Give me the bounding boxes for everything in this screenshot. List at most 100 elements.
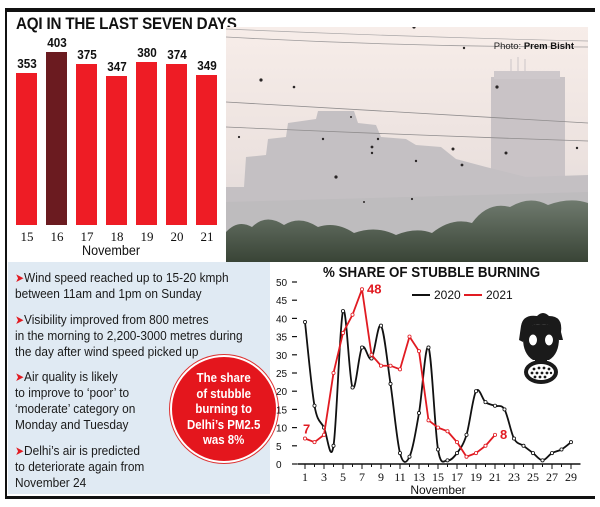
x-tick-label: 3 xyxy=(321,470,327,484)
data-point xyxy=(502,407,507,412)
data-point xyxy=(530,451,535,456)
data-point xyxy=(360,345,365,350)
x-tick-label: 17 xyxy=(451,470,463,484)
y-tick-label: 25 xyxy=(276,369,288,380)
x-tick-label: 1 xyxy=(302,470,308,484)
data-point xyxy=(435,447,440,452)
bullet-arrow-icon: ➤ xyxy=(15,271,25,285)
aqi-bar-21 xyxy=(196,75,217,225)
infographic-frame xyxy=(5,8,595,497)
y-tick-label: 5 xyxy=(276,442,282,453)
data-point xyxy=(407,334,412,339)
annotation-label: 48 xyxy=(367,281,381,296)
x-tick-label: 21 xyxy=(489,470,501,484)
data-point xyxy=(568,440,573,445)
annotation-label: 8 xyxy=(500,427,507,442)
data-point xyxy=(331,371,336,376)
data-point xyxy=(426,418,431,423)
data-point xyxy=(492,403,497,408)
aqi-bar-value: 349 xyxy=(197,58,217,74)
x-tick-label: 27 xyxy=(546,470,558,484)
aqi-chart-title: AQI IN THE LAST SEVEN DAYS xyxy=(16,15,237,33)
bottom-rule xyxy=(5,496,595,499)
aqi-bar-value: 403 xyxy=(47,35,67,50)
x-tick-label: 19 xyxy=(470,470,482,484)
data-point xyxy=(388,381,393,386)
legend-item-2020: 2020 xyxy=(412,288,461,302)
x-tick-label: 15 xyxy=(432,470,444,484)
data-point xyxy=(464,454,469,459)
y-tick-label: 0 xyxy=(276,460,282,471)
callout-text: The share of stubble burning to Delhi’s PM2… xyxy=(187,370,261,448)
data-point xyxy=(473,451,478,456)
data-point xyxy=(350,312,355,317)
data-point xyxy=(312,440,317,445)
aqi-bar-15 xyxy=(16,73,37,225)
aqi-bar-day-label: 15 xyxy=(20,229,34,244)
data-point xyxy=(464,432,469,437)
data-point xyxy=(483,400,488,405)
aqi-bar-day-label: 16 xyxy=(50,229,64,244)
data-point xyxy=(454,440,459,445)
data-point xyxy=(454,451,459,456)
x-tick-label: 23 xyxy=(508,470,520,484)
x-tick-label: 5 xyxy=(340,470,346,484)
aqi-bar-day-label: 17 xyxy=(80,229,94,244)
y-tick-label: 50 xyxy=(276,278,288,289)
bullet-arrow-icon: ➤ xyxy=(15,313,25,327)
data-point xyxy=(407,454,412,459)
x-tick-label: 13 xyxy=(413,470,425,484)
aqi-bar-20 xyxy=(166,64,187,225)
x-tick-label: 29 xyxy=(565,470,577,484)
data-point xyxy=(483,443,488,448)
stubble-share-callout: The share of stubble burning to Delhi’s PM2… xyxy=(170,355,278,463)
x-axis-label: November xyxy=(410,483,465,497)
y-tick-label: 40 xyxy=(276,314,288,325)
data-point xyxy=(397,367,402,372)
data-point xyxy=(379,323,384,328)
aqi-bar-value: 375 xyxy=(77,47,97,63)
data-point xyxy=(397,451,402,456)
y-tick-label: 30 xyxy=(276,351,288,362)
data-point xyxy=(473,389,478,394)
bullet-arrow-icon: ➤ xyxy=(15,370,25,384)
data-point xyxy=(559,447,564,452)
data-point xyxy=(426,345,431,350)
info-bullet: ➤Air quality is likely to improve to ‘poo… xyxy=(15,369,136,432)
data-point xyxy=(322,432,327,437)
data-point xyxy=(303,436,308,441)
aqi-bar-18 xyxy=(106,76,127,225)
aqi-bar-17 xyxy=(76,64,97,225)
legend-item-2021: 2021 xyxy=(464,288,513,302)
data-point xyxy=(445,458,450,463)
aqi-bar-day-label: 20 xyxy=(170,229,184,244)
aqi-chart-xlabel: November xyxy=(82,242,141,258)
smog-photo: Photo: Prem Bisht xyxy=(226,27,588,262)
stubble-chart-title: % SHARE OF STUBBLE BURNING xyxy=(323,265,541,281)
aqi-bar-16 xyxy=(46,52,67,225)
y-tick-label: 35 xyxy=(276,333,288,344)
aqi-bar-value: 374 xyxy=(167,47,187,63)
legend-swatch-2020 xyxy=(412,294,430,296)
legend-swatch-2021 xyxy=(464,294,482,296)
x-tick-label: 7 xyxy=(359,470,365,484)
data-point xyxy=(360,287,365,292)
data-point xyxy=(435,425,440,430)
x-tick-label: 11 xyxy=(394,470,406,484)
y-tick-label: 45 xyxy=(276,296,288,307)
data-point xyxy=(549,451,554,456)
annotation-label: 7 xyxy=(303,422,310,437)
data-point xyxy=(416,411,421,416)
data-point xyxy=(341,309,346,314)
aqi-bar-day-label: 19 xyxy=(140,229,154,244)
aqi-bar-day-label: 21 xyxy=(200,229,214,244)
gas-mask-icon xyxy=(519,313,563,384)
info-bullet: ➤Delhi’s air is predicted to deteriorate … xyxy=(15,443,145,490)
data-point xyxy=(312,403,317,408)
photo-credit: Photo: Prem Bisht xyxy=(493,41,574,52)
data-point xyxy=(369,356,374,361)
data-point xyxy=(388,363,393,368)
aqi-bar-value: 347 xyxy=(107,59,127,75)
x-tick-label: 9 xyxy=(378,470,384,484)
